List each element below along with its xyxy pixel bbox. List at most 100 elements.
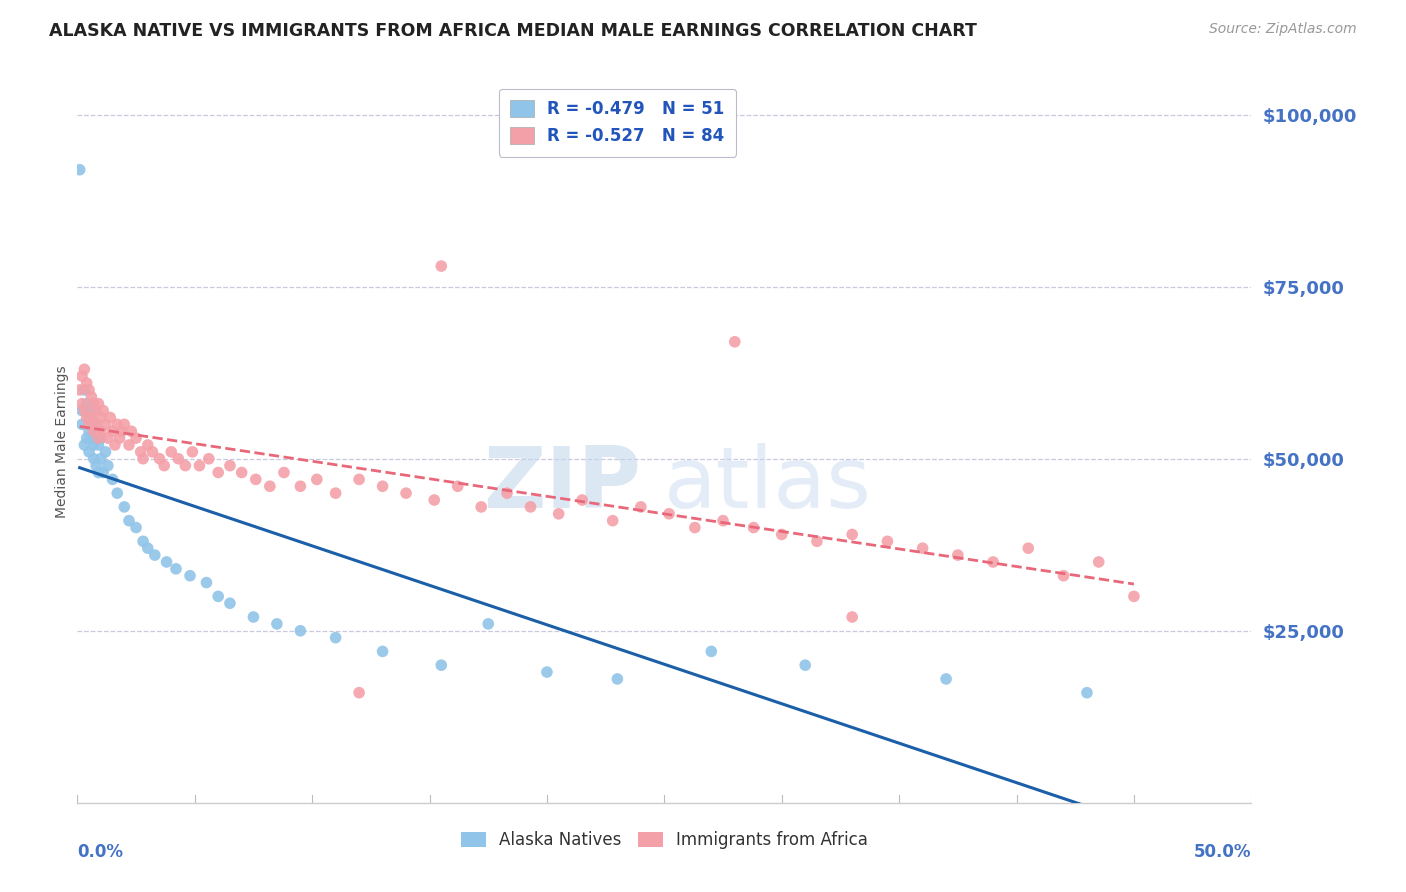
Point — [77, 383, 100, 397]
Point — [231, 466, 253, 480]
Point — [1122, 590, 1144, 604]
Point — [658, 507, 681, 521]
Point — [91, 466, 114, 480]
Point — [371, 644, 394, 658]
Point — [80, 431, 103, 445]
Point — [290, 624, 312, 638]
Point — [198, 451, 221, 466]
Point — [77, 417, 100, 432]
Point — [423, 493, 446, 508]
Point — [70, 403, 93, 417]
Point — [219, 596, 242, 610]
Point — [118, 438, 141, 452]
Point — [73, 362, 96, 376]
Point — [70, 369, 93, 384]
Point — [77, 410, 100, 425]
Point — [132, 534, 155, 549]
Point — [153, 458, 176, 473]
Text: atlas: atlas — [665, 443, 872, 526]
Point — [77, 445, 100, 459]
Point — [259, 479, 281, 493]
Point — [794, 658, 817, 673]
Point — [73, 438, 96, 452]
Point — [496, 486, 519, 500]
Point — [101, 472, 124, 486]
Point — [90, 424, 112, 438]
Point — [94, 445, 117, 459]
Text: Source: ZipAtlas.com: Source: ZipAtlas.com — [1209, 22, 1357, 37]
Point — [273, 466, 295, 480]
Point — [536, 665, 558, 679]
Point — [430, 658, 453, 673]
Point — [876, 534, 898, 549]
Point — [290, 479, 312, 493]
Point — [325, 631, 347, 645]
Point — [73, 403, 96, 417]
Point — [112, 500, 135, 514]
Point — [724, 334, 747, 349]
Point — [1087, 555, 1109, 569]
Point — [125, 520, 148, 534]
Point — [111, 424, 134, 438]
Point — [447, 479, 470, 493]
Point — [305, 472, 328, 486]
Point — [76, 431, 98, 445]
Point — [136, 438, 159, 452]
Point — [1052, 568, 1074, 582]
Point — [101, 424, 124, 438]
Point — [80, 403, 103, 417]
Point — [136, 541, 159, 556]
Point — [179, 568, 201, 582]
Point — [155, 555, 177, 569]
Point — [94, 417, 117, 432]
Point — [98, 410, 121, 425]
Point — [946, 548, 969, 562]
Point — [700, 644, 723, 658]
Point — [80, 410, 103, 425]
Point — [87, 397, 110, 411]
Text: 0.0%: 0.0% — [77, 843, 124, 861]
Point — [90, 431, 112, 445]
Point — [84, 417, 107, 432]
Point — [132, 451, 155, 466]
Point — [108, 431, 131, 445]
Point — [125, 431, 148, 445]
Point — [76, 376, 98, 390]
Point — [97, 431, 120, 445]
Point — [70, 417, 93, 432]
Point — [87, 438, 110, 452]
Point — [120, 424, 142, 438]
Point — [83, 451, 105, 466]
Point — [143, 548, 166, 562]
Point — [165, 562, 187, 576]
Point — [430, 259, 453, 273]
Point — [70, 397, 93, 411]
Point — [347, 686, 370, 700]
Point — [841, 610, 863, 624]
Point — [141, 445, 163, 459]
Point — [841, 527, 863, 541]
Point — [683, 520, 706, 534]
Point — [207, 590, 229, 604]
Point — [69, 162, 91, 177]
Point — [148, 451, 170, 466]
Point — [174, 458, 197, 473]
Text: 50.0%: 50.0% — [1194, 843, 1251, 861]
Point — [83, 424, 105, 438]
Legend: Alaska Natives, Immigrants from Africa: Alaska Natives, Immigrants from Africa — [454, 824, 875, 856]
Point — [911, 541, 934, 556]
Point — [266, 616, 288, 631]
Point — [69, 383, 91, 397]
Point — [87, 466, 110, 480]
Point — [519, 500, 541, 514]
Point — [195, 575, 218, 590]
Point — [84, 424, 107, 438]
Point — [571, 493, 593, 508]
Point — [1076, 686, 1098, 700]
Point — [118, 514, 141, 528]
Point — [347, 472, 370, 486]
Point — [547, 507, 569, 521]
Point — [105, 417, 128, 432]
Point — [83, 397, 105, 411]
Point — [80, 390, 103, 404]
